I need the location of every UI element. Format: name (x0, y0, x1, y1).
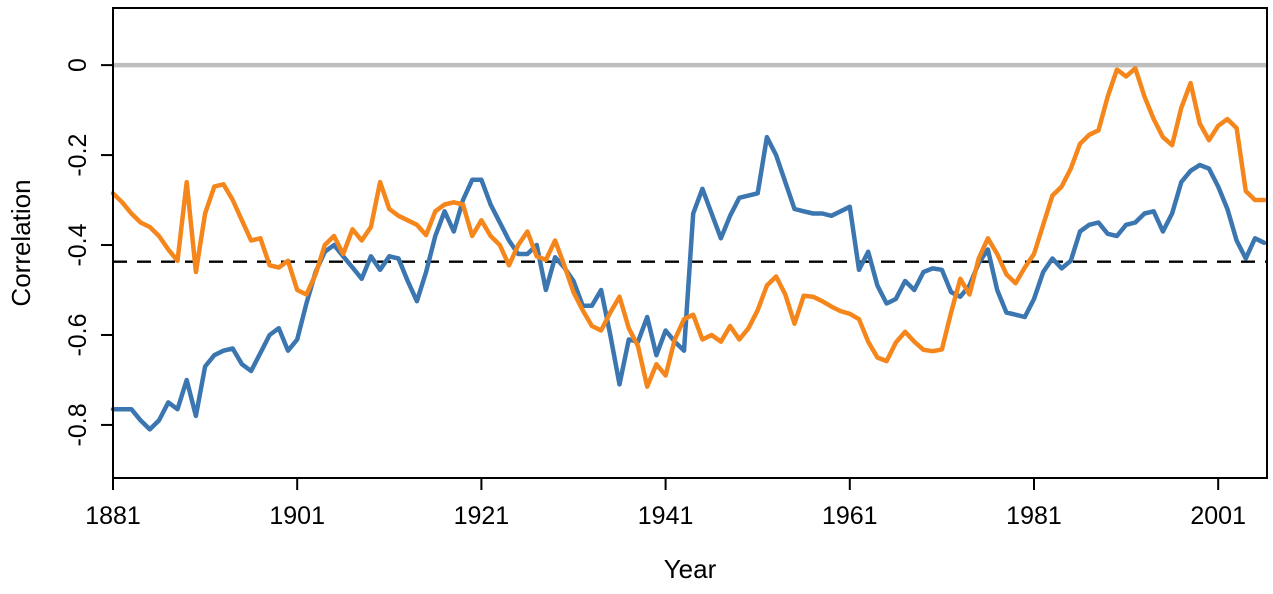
x-tick-label: 1941 (638, 502, 694, 530)
x-tick-label: 1881 (85, 502, 141, 530)
plot-box (112, 7, 1268, 479)
y-tick-label: -0.2 (64, 134, 92, 177)
y-tick-label: 0 (64, 58, 92, 72)
x-tick-label: 2001 (1190, 502, 1246, 530)
x-axis-title: Year (664, 554, 717, 584)
axes (101, 7, 1268, 490)
y-tick-label: -0.4 (64, 223, 92, 266)
y-tick-label: -0.8 (64, 403, 92, 446)
x-tick-label: 1901 (269, 502, 325, 530)
orange-line (110, 66, 1267, 389)
y-axis-title: Correlation (6, 179, 36, 306)
blue-line (110, 134, 1267, 432)
series-lines (110, 66, 1267, 432)
x-tick-label: 1921 (454, 502, 510, 530)
y-tick-label: -0.6 (64, 313, 92, 356)
x-tick-label: 1961 (822, 502, 878, 530)
tick-labels: 1881 1901 1921 1941 1961 1981 2001 0 -0.2 -0.4 -0.… (64, 58, 1246, 530)
x-tick-label: 1981 (1006, 502, 1062, 530)
